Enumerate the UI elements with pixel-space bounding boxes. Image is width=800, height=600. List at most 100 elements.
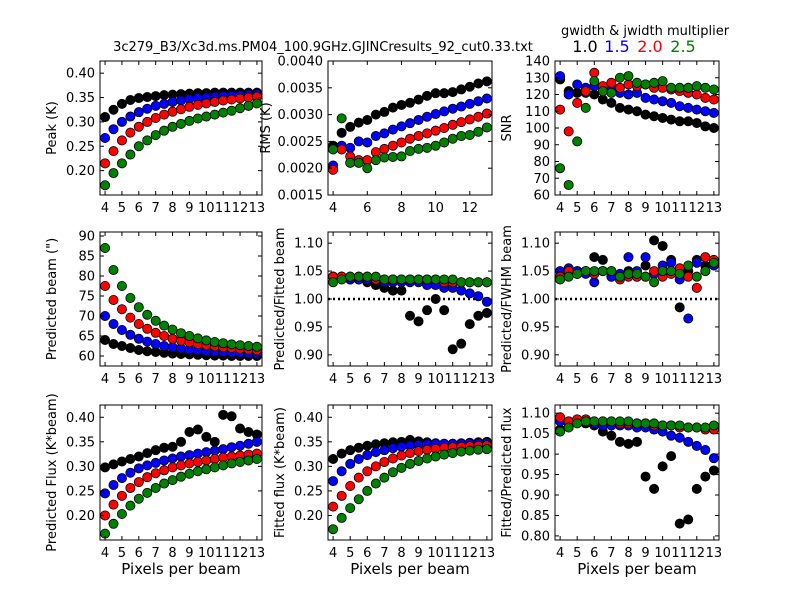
- figure-title: 3c279_B3/Xc3d.ms.PM04_100.9GHz.GJINCresu…: [113, 40, 533, 55]
- data-point: [640, 271, 651, 282]
- y-tick-label: 70: [533, 172, 550, 187]
- x-tick-label: 4: [556, 201, 564, 216]
- data-point: [404, 97, 415, 108]
- data-point: [116, 98, 127, 109]
- data-point: [235, 103, 246, 114]
- subplot-6: 4 5 6 7 8 9 10 11 12 13 0.90 0.95 1.00 1.05 1.10 Predic…: [500, 225, 722, 387]
- y-tick-label: 0.40: [66, 67, 95, 82]
- y-tick-label: 60: [533, 189, 550, 204]
- data-point: [683, 102, 694, 113]
- data-point: [370, 109, 381, 120]
- x-tick-label: 8: [397, 546, 405, 561]
- data-point: [142, 116, 153, 127]
- data-point: [100, 242, 111, 253]
- data-point: [159, 109, 170, 120]
- data-point: [683, 313, 694, 324]
- data-point: [370, 447, 381, 458]
- data-point: [439, 88, 450, 99]
- data-point: [640, 471, 651, 482]
- data-point: [235, 456, 246, 467]
- x-tick-label: 7: [152, 546, 160, 561]
- data-point: [481, 76, 492, 87]
- data-point: [362, 485, 373, 496]
- data-point: [640, 418, 651, 429]
- data-point: [700, 422, 711, 433]
- data-point: [116, 280, 127, 291]
- data-point: [387, 140, 398, 151]
- data-point: [125, 149, 136, 160]
- x-tick-label: 11: [215, 201, 232, 216]
- plot-frame: [327, 404, 493, 541]
- x-tick-label: 11: [444, 372, 461, 387]
- data-point: [666, 257, 677, 268]
- x-tick-label: 5: [346, 372, 354, 387]
- y-tick-label: 1.05: [521, 427, 550, 442]
- data-point: [150, 315, 161, 326]
- data-point: [691, 282, 702, 293]
- data-point: [226, 94, 237, 105]
- data-point: [632, 268, 643, 279]
- x-tick-label: 11: [215, 372, 232, 387]
- series-1.0: [328, 76, 492, 151]
- data-point: [422, 305, 433, 316]
- x-tick-label: 8: [397, 201, 405, 216]
- data-point: [666, 82, 677, 93]
- y-tick-label: 65: [78, 330, 95, 345]
- series-1.0: [328, 271, 492, 355]
- data-point: [649, 77, 660, 88]
- plot-frame: [99, 231, 263, 367]
- data-point: [218, 444, 229, 455]
- x-tick-label: 10: [654, 546, 671, 561]
- data-point: [481, 307, 492, 318]
- data-point: [447, 448, 458, 459]
- data-point: [580, 86, 591, 97]
- data-point: [353, 117, 364, 128]
- data-point: [226, 339, 237, 350]
- data-point: [597, 94, 608, 105]
- data-point: [481, 444, 492, 455]
- data-point: [159, 455, 170, 466]
- data-point: [456, 446, 467, 457]
- data-point: [159, 125, 170, 136]
- data-point: [192, 333, 203, 344]
- data-point: [159, 442, 170, 453]
- legend: 1.0 1.5 2.0 2.5: [572, 37, 695, 56]
- data-point: [353, 136, 364, 147]
- y-axis-label: Fitted/Predicted flux: [500, 407, 515, 538]
- data-point: [336, 512, 347, 523]
- x-tick-label: 6: [135, 546, 143, 561]
- data-point: [640, 92, 651, 103]
- data-point: [201, 98, 212, 109]
- x-tick-label: 11: [215, 546, 232, 561]
- data-point: [640, 252, 651, 263]
- data-point: [235, 440, 246, 451]
- data-point: [150, 91, 161, 102]
- data-point: [572, 418, 583, 429]
- data-point: [379, 152, 390, 163]
- data-point: [413, 446, 424, 457]
- data-point: [226, 411, 237, 422]
- data-point: [251, 453, 262, 464]
- data-point: [572, 97, 583, 108]
- series-2.5: [328, 271, 492, 288]
- data-point: [649, 418, 660, 429]
- data-point: [649, 277, 660, 288]
- data-point: [116, 456, 127, 467]
- data-point: [473, 277, 484, 288]
- x-tick-label: 13: [479, 546, 496, 561]
- data-point: [379, 472, 390, 483]
- data-point: [218, 338, 229, 349]
- data-point: [218, 107, 229, 118]
- data-point: [125, 467, 136, 478]
- data-point: [175, 451, 186, 462]
- data-point: [691, 257, 702, 268]
- data-point: [100, 334, 111, 345]
- y-tick-label: 0.25: [66, 484, 95, 499]
- data-point: [175, 118, 186, 129]
- data-point: [108, 124, 119, 135]
- data-point: [572, 87, 583, 98]
- y-axis-label: Peak (K): [45, 101, 60, 155]
- y-tick-label: 0.90: [521, 348, 550, 363]
- y-tick-label: 0.20: [66, 509, 95, 524]
- data-point: [473, 78, 484, 89]
